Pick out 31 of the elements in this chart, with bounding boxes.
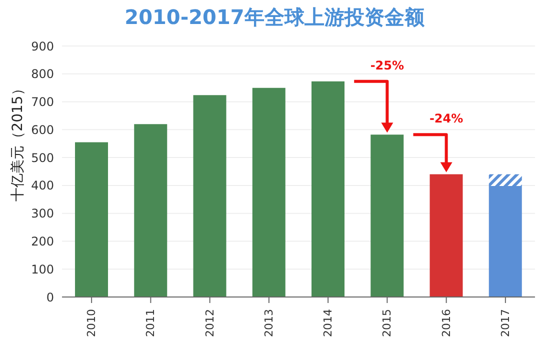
bar: [252, 88, 286, 297]
bar: [312, 81, 345, 297]
x-tick-label: 2014: [322, 309, 335, 337]
y-axis-title: 十亿美元（2015）: [10, 82, 26, 202]
y-tick-label: 800: [31, 67, 54, 82]
chart-title: 2010-2017年全球上游投资金额: [124, 4, 426, 31]
bar: [430, 174, 463, 297]
bar: [370, 134, 404, 297]
y-tick-label: 0: [46, 290, 54, 304]
bar: [488, 174, 522, 186]
y-tick-label: 300: [31, 206, 54, 221]
x-tick-label: 2011: [144, 309, 158, 337]
x-tick-label: 2015: [380, 309, 394, 337]
y-tick-label: 100: [31, 262, 54, 276]
y-tick-label: 200: [31, 234, 54, 248]
bar: [134, 124, 168, 297]
annotation: -25%: [370, 58, 404, 72]
bar: [488, 186, 522, 297]
bar: [193, 95, 226, 297]
y-tick-label: 400: [31, 178, 54, 193]
x-tick-label: 2010: [85, 309, 98, 337]
y-tick-label: 500: [31, 150, 54, 165]
bar: [75, 142, 108, 297]
x-tick-label: 2013: [262, 309, 276, 337]
x-tick-label: 2016: [440, 309, 453, 337]
x-tick-label: 2017: [498, 309, 512, 337]
x-tick-label: 2012: [203, 309, 216, 337]
y-tick-label: 900: [31, 39, 54, 54]
annotation: -24%: [429, 112, 464, 126]
y-tick-label: 700: [31, 95, 54, 110]
y-tick-label: 600: [31, 122, 54, 137]
